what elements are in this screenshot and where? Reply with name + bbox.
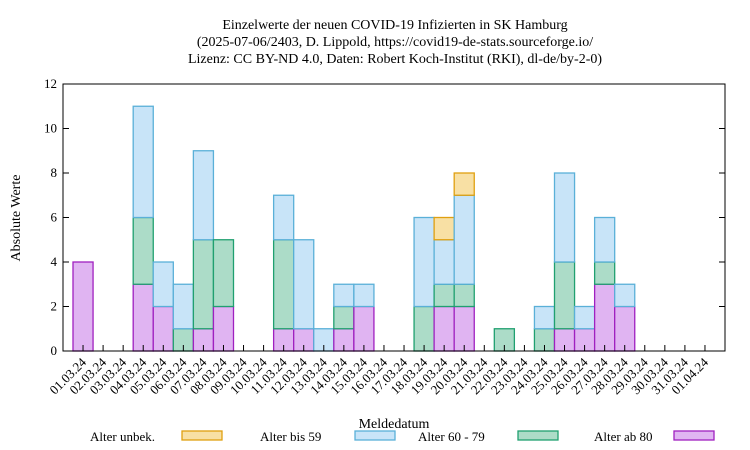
bar-segment	[272, 239, 295, 330]
bar-segment	[453, 283, 475, 308]
bar-segment	[212, 239, 235, 308]
bar-segment	[413, 216, 435, 308]
bar-segment	[614, 305, 636, 352]
y-tick-label: 2	[51, 299, 58, 314]
bar-segment	[413, 305, 435, 352]
bar-segment	[333, 305, 355, 330]
y-tick-label: 0	[51, 343, 58, 358]
legend-label: Alter 60 - 79	[418, 429, 485, 444]
y-axis-label: Absolute Werte	[9, 175, 24, 262]
bar-segment	[293, 239, 315, 330]
y-tick-label: 10	[44, 121, 57, 136]
bar-segment	[614, 283, 636, 308]
y-tick-label: 6	[51, 210, 58, 225]
bar-segment	[272, 194, 295, 241]
y-tick-label: 12	[44, 76, 57, 91]
bar-segment	[353, 305, 375, 352]
chart-subtitle: Lizenz: CC BY-ND 4.0, Daten: Robert Koch…	[188, 52, 602, 67]
legend-label: Alter ab 80	[594, 429, 652, 444]
bar-segment	[433, 305, 455, 352]
bar-segment	[433, 239, 455, 285]
bar-segment	[212, 305, 235, 352]
bar-segment	[453, 172, 475, 196]
bar-segment	[433, 216, 455, 241]
bar-segment	[132, 216, 154, 285]
legend-label: Alter bis 59	[260, 429, 321, 444]
legend-swatch	[517, 430, 559, 441]
legend-swatch	[181, 430, 223, 441]
bar-segment	[553, 172, 576, 263]
x-axis-label: Meldedatum	[359, 417, 430, 432]
bar-segment	[593, 261, 616, 285]
bar-segment	[353, 283, 375, 308]
bar-segment	[453, 305, 475, 352]
legend-swatch	[354, 430, 396, 441]
bar-segment	[593, 216, 616, 263]
bar-segment	[593, 283, 616, 352]
legend-swatch	[673, 430, 715, 441]
y-tick-label: 4	[51, 254, 58, 269]
bar-segment	[72, 261, 94, 352]
chart-title: Einzelwerte der neuen COVID-19 Infiziert…	[222, 18, 567, 33]
bar-segment	[152, 305, 174, 352]
plot-frame	[62, 83, 726, 352]
bar-segment	[192, 150, 215, 241]
bar-segment	[172, 283, 195, 330]
legend-label: Alter unbek.	[90, 429, 155, 444]
chart-subtitle: (2025-07-06/2403, D. Lippold, https://co…	[197, 35, 593, 50]
bar-segment	[132, 283, 154, 352]
bar-segment	[152, 261, 174, 308]
bar-segment	[453, 194, 475, 285]
bar-segment	[192, 239, 215, 330]
bar-segment	[433, 283, 455, 308]
bar-segment	[132, 105, 154, 219]
bar-segment	[553, 261, 576, 330]
bar-segment	[333, 283, 355, 308]
bar-segment	[533, 305, 556, 330]
bar-segment	[573, 305, 596, 330]
y-tick-label: 8	[51, 165, 58, 180]
